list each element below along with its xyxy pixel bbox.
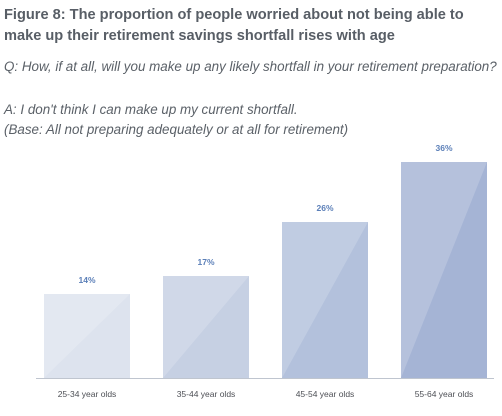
bar [401, 162, 487, 378]
answer-text: A: I don't think I can make up my curren… [4, 102, 298, 117]
category-label: 25-34 year olds [58, 389, 117, 399]
category-label: 35-44 year olds [177, 389, 236, 399]
category-label: 55-64 year olds [415, 389, 474, 399]
bar [44, 294, 130, 378]
bar [282, 222, 368, 378]
bar-highlight [401, 162, 487, 378]
category-label: 45-54 year olds [296, 389, 355, 399]
chart-title: Figure 8: The proportion of people worri… [4, 7, 464, 44]
value-label: 26% [316, 203, 333, 213]
bar [163, 276, 249, 378]
bar-highlight [44, 294, 130, 378]
bar-highlight [163, 276, 249, 378]
base-text: (Base: All not preparing adequately or a… [4, 122, 349, 137]
question-text: Q: How, if at all, will you make up any … [4, 59, 497, 74]
value-label: 36% [435, 143, 452, 153]
bar-highlight [282, 222, 368, 378]
value-label: 17% [197, 257, 214, 267]
value-label: 14% [78, 275, 95, 285]
